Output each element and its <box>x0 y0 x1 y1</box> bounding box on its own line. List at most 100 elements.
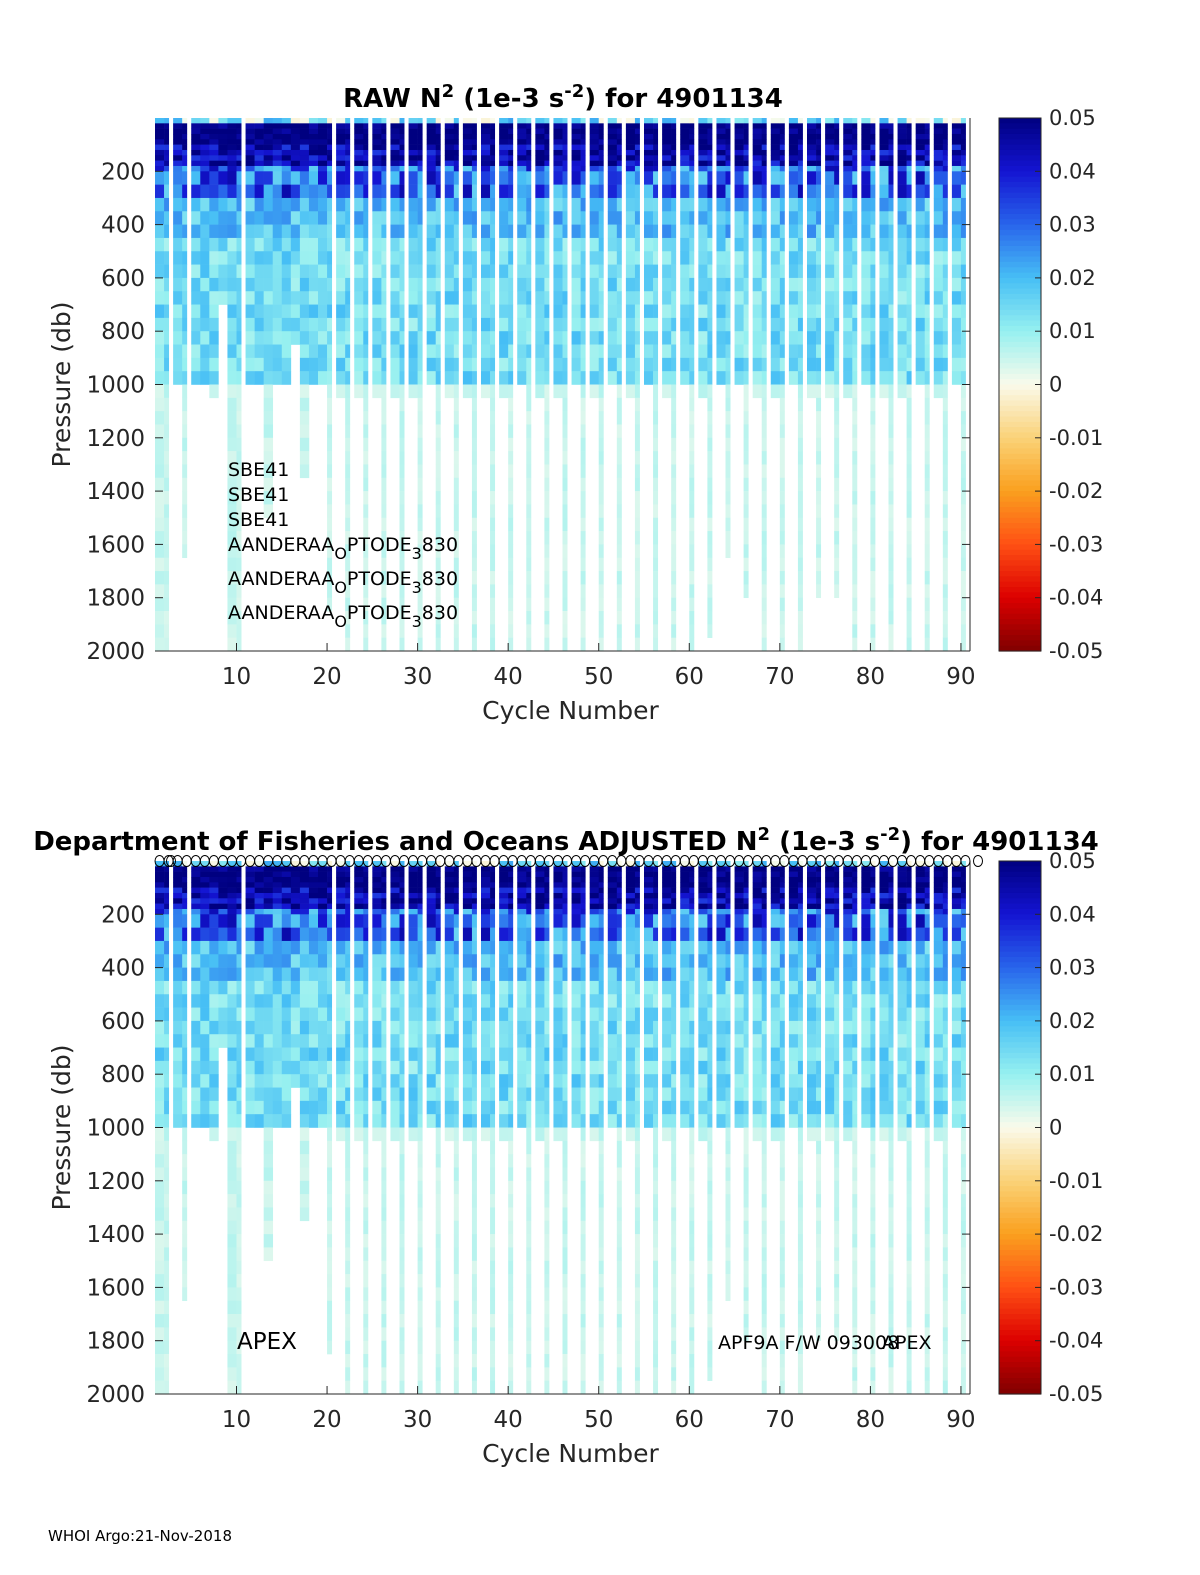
heatmap-cell <box>508 118 514 124</box>
heatmap-cell <box>779 133 785 140</box>
heatmap-cell <box>490 1127 496 1142</box>
heatmap-cell <box>299 424 310 439</box>
heatmap-cell <box>616 571 622 585</box>
heatmap-cell <box>435 866 441 872</box>
heatmap-cell <box>743 571 749 585</box>
heatmap-cell <box>788 251 799 265</box>
heatmap-cell <box>200 264 210 279</box>
heatmap-cell <box>671 197 677 212</box>
heatmap-cell <box>743 160 749 167</box>
heatmap-cell <box>743 371 749 385</box>
heatmap-cell <box>861 133 871 140</box>
heatmap-cell <box>725 317 731 332</box>
annotation-part: 830 <box>422 602 458 624</box>
heatmap-cell <box>345 491 351 505</box>
heatmap-cell <box>879 317 889 332</box>
heatmap-cell <box>164 637 170 652</box>
heatmap-cell <box>734 118 744 124</box>
heatmap-cell <box>671 611 677 625</box>
heatmap-cell <box>435 871 441 878</box>
heatmap-cell <box>399 1367 405 1381</box>
heatmap-cell <box>245 1060 255 1075</box>
heatmap-cell <box>951 224 962 239</box>
heatmap-cell <box>562 1220 568 1235</box>
heatmap-cell <box>716 197 726 212</box>
heatmap-cell <box>336 908 346 915</box>
heatmap-cell <box>544 197 550 212</box>
colorbar-segment <box>999 149 1041 156</box>
heatmap-cell <box>752 304 763 319</box>
heatmap-cell <box>562 887 568 894</box>
heatmap-cell <box>834 464 840 479</box>
heatmap-cell <box>562 397 568 412</box>
heatmap-cell <box>435 1260 441 1275</box>
heatmap-cell <box>490 1114 496 1128</box>
heatmap-cell <box>544 237 550 252</box>
heatmap-cell <box>725 224 731 239</box>
heatmap-cell <box>562 211 568 225</box>
heatmap-cell <box>444 165 455 172</box>
colorbar-tick-label: -0.01 <box>1049 426 1103 450</box>
heatmap-cell <box>951 144 962 151</box>
heatmap-cell <box>517 357 527 372</box>
colorbar-segment <box>999 192 1041 199</box>
heatmap-cell <box>173 1100 183 1115</box>
heatmap-cell <box>580 908 586 915</box>
heatmap-cell <box>254 882 264 888</box>
heatmap-cell <box>888 384 894 399</box>
heatmap-cell <box>571 317 581 332</box>
heatmap-cell <box>499 171 509 185</box>
heatmap-cell <box>227 1047 237 1062</box>
heatmap-cell <box>435 184 441 199</box>
heatmap-cell <box>481 384 491 399</box>
heatmap-cell <box>942 251 948 265</box>
heatmap-cell <box>852 397 858 412</box>
heatmap-cell <box>354 237 364 252</box>
heatmap-cell <box>218 892 228 899</box>
heatmap-cell <box>453 171 459 185</box>
heatmap-cell <box>227 504 237 519</box>
heatmap-cell <box>960 357 966 372</box>
annotation-part: 830 <box>422 568 458 590</box>
heatmap-cell <box>164 1034 170 1048</box>
heatmap-cell <box>870 357 876 372</box>
heatmap-cell <box>797 344 803 359</box>
heatmap-cell <box>562 1020 568 1035</box>
heatmap-cell <box>481 139 491 145</box>
heatmap-cell <box>580 876 586 883</box>
heatmap-cell <box>191 866 201 872</box>
heatmap-cell <box>499 1127 509 1142</box>
heatmap-cell <box>960 424 966 439</box>
heatmap-cell <box>616 597 622 612</box>
heatmap-cell <box>490 344 496 359</box>
heatmap-cell <box>589 264 600 279</box>
heatmap-cell <box>236 914 242 928</box>
heatmap-cell <box>490 1260 496 1275</box>
heatmap-cell <box>580 149 586 156</box>
colorbar-tick-label: -0.02 <box>1049 479 1103 503</box>
heatmap-cell <box>155 882 165 888</box>
heatmap-cell <box>553 155 563 161</box>
heatmap-cell <box>562 1194 568 1208</box>
heatmap-cell <box>634 397 640 412</box>
heatmap-cell <box>535 1087 545 1102</box>
heatmap-cell <box>281 357 292 372</box>
heatmap-cell <box>299 914 310 928</box>
heatmap-cell <box>245 211 255 225</box>
heatmap-cell <box>779 224 785 239</box>
heatmap-cell <box>816 128 822 135</box>
heatmap-cell <box>164 1274 170 1288</box>
heatmap-cell <box>544 184 550 199</box>
heatmap-cell <box>399 123 405 129</box>
heatmap-cell <box>345 1354 351 1368</box>
y-tick-label: 200 <box>101 159 145 185</box>
heatmap-cell <box>924 437 930 452</box>
heatmap-cell <box>453 277 459 292</box>
heatmap-cell <box>173 123 183 129</box>
heatmap-cell <box>381 384 387 399</box>
heatmap-cell <box>399 908 405 915</box>
heatmap-cell <box>625 160 636 167</box>
heatmap-cell <box>942 184 948 199</box>
x-tick-label: 20 <box>312 664 341 690</box>
heatmap-cell <box>598 344 604 359</box>
